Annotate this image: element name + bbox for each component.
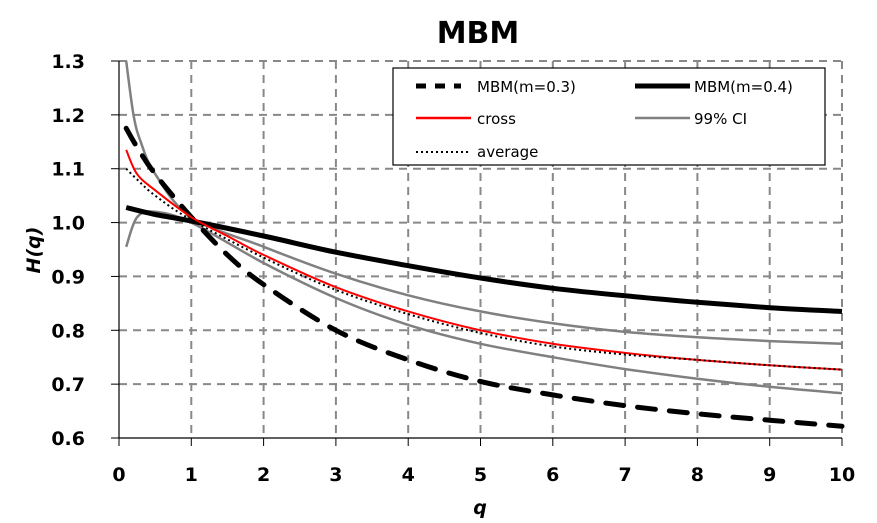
x-tick-label: 5: [474, 464, 487, 486]
legend-box: [392, 67, 826, 166]
axes: [111, 60, 843, 446]
y-axis-label: H(q): [23, 227, 45, 274]
y-tick-label: 0.9: [51, 266, 85, 288]
series-line-99-ci-lower: [125, 210, 843, 395]
x-tick-label: 1: [185, 464, 198, 486]
x-tick-label: 0: [112, 464, 125, 486]
legend-label-ci: 99% CI: [694, 110, 747, 128]
y-tick-label: 0.7: [51, 374, 85, 396]
legend-label-cross: cross: [477, 110, 516, 128]
series-lines: [123, 60, 845, 429]
y-tick-label: 1.2: [51, 105, 85, 127]
y-axis-ticks: 0.6 0.7 0.8 0.9 1.0 1.1 1.2 1.3: [51, 51, 85, 450]
series-line-99-ci: [124, 60, 843, 346]
x-tick-label: 8: [691, 464, 704, 486]
x-tick-label: 10: [829, 464, 855, 486]
legend-label-mbm03: MBM(m=0.3): [477, 78, 576, 96]
y-tick-label: 1.1: [51, 159, 85, 181]
x-axis-label: q: [473, 497, 487, 519]
chart-title: MBM: [437, 16, 520, 51]
x-axis-ticks: 0 1 2 3 4 5 6 7 8 9 10: [112, 464, 855, 486]
series-line-mbm-m-0-4: [125, 205, 843, 314]
legend-label-average: average: [477, 143, 538, 161]
x-tick-label: 9: [763, 464, 776, 486]
x-tick-label: 6: [546, 464, 559, 486]
y-tick-label: 1.0: [51, 213, 85, 235]
y-tick-label: 1.3: [51, 51, 85, 73]
x-tick-label: 4: [402, 464, 415, 486]
x-tick-label: 3: [329, 464, 342, 486]
series-line-mbm-m-0-3: [123, 125, 845, 429]
legend: MBM(m=0.3) MBM(m=0.4) cross 99% CI avera…: [392, 67, 826, 166]
y-tick-label: 0.6: [51, 428, 85, 450]
series-line-cross: [125, 149, 843, 371]
y-tick-label: 0.8: [51, 320, 85, 342]
x-tick-label: 2: [257, 464, 270, 486]
series-line-average: [125, 167, 843, 371]
x-tick-label: 7: [618, 464, 631, 486]
legend-label-mbm04: MBM(m=0.4): [694, 78, 793, 96]
